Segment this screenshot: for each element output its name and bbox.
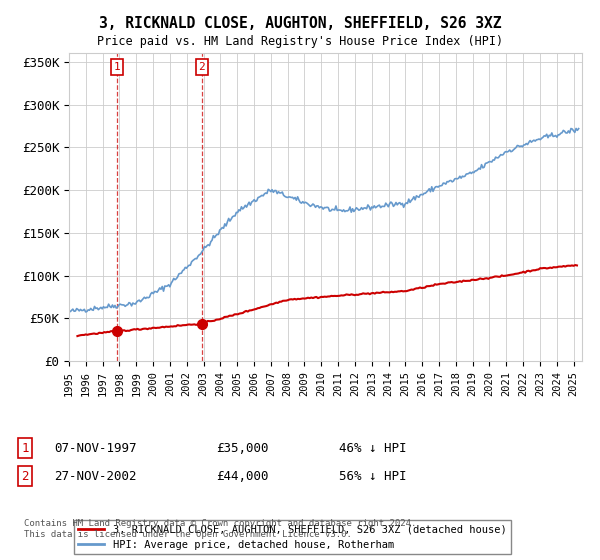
Legend: 3, RICKNALD CLOSE, AUGHTON, SHEFFIELD, S26 3XZ (detached house), HPI: Average pr: 3, RICKNALD CLOSE, AUGHTON, SHEFFIELD, S… xyxy=(74,520,511,554)
Text: Price paid vs. HM Land Registry's House Price Index (HPI): Price paid vs. HM Land Registry's House … xyxy=(97,35,503,48)
Text: 2: 2 xyxy=(22,469,29,483)
Text: 3, RICKNALD CLOSE, AUGHTON, SHEFFIELD, S26 3XZ: 3, RICKNALD CLOSE, AUGHTON, SHEFFIELD, S… xyxy=(99,16,501,31)
Text: 27-NOV-2002: 27-NOV-2002 xyxy=(54,469,137,483)
Text: 1: 1 xyxy=(113,62,121,72)
Text: Contains HM Land Registry data © Crown copyright and database right 2024.
This d: Contains HM Land Registry data © Crown c… xyxy=(24,519,416,539)
Text: 1: 1 xyxy=(22,441,29,455)
Text: 56% ↓ HPI: 56% ↓ HPI xyxy=(339,469,407,483)
Text: 2: 2 xyxy=(199,62,205,72)
Text: 07-NOV-1997: 07-NOV-1997 xyxy=(54,441,137,455)
Text: £44,000: £44,000 xyxy=(216,469,269,483)
Text: £35,000: £35,000 xyxy=(216,441,269,455)
Text: 46% ↓ HPI: 46% ↓ HPI xyxy=(339,441,407,455)
